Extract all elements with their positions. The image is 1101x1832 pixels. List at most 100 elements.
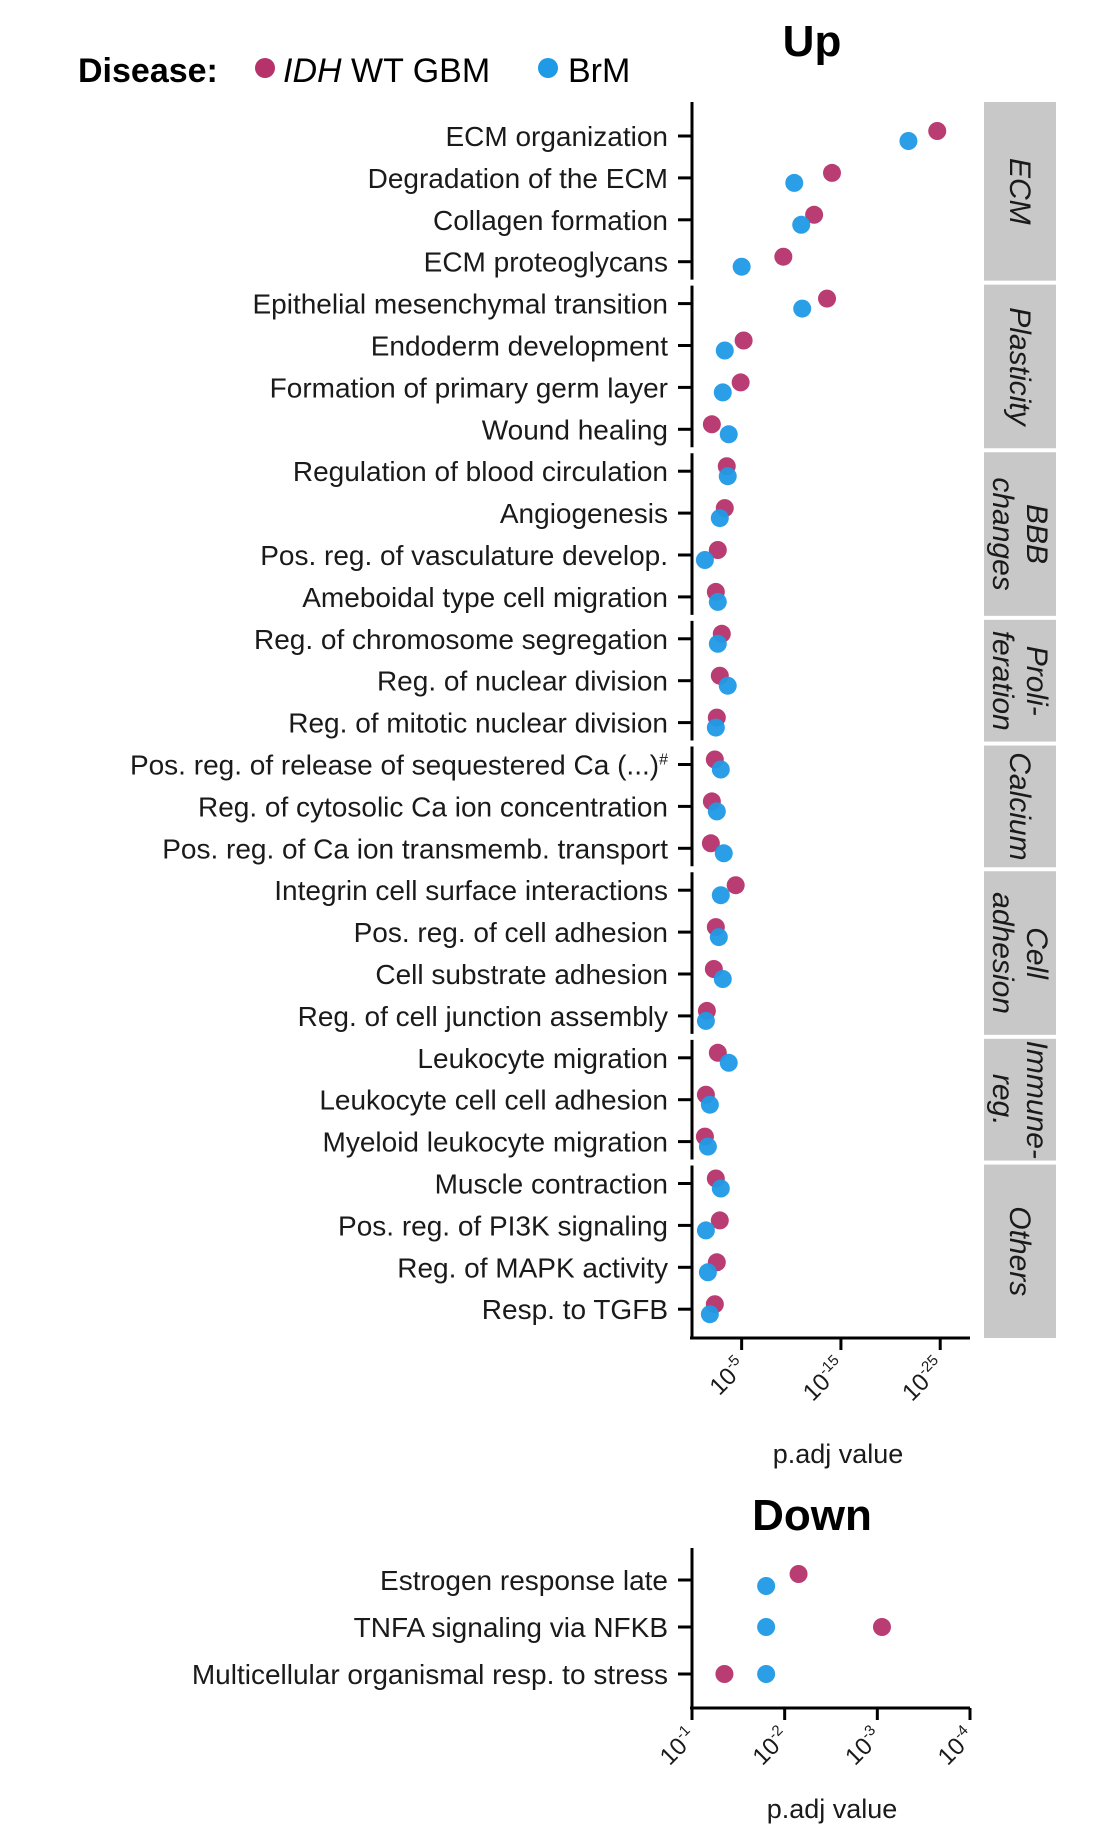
up-point-brm	[696, 1011, 715, 1030]
up-x-tick-label: 10-25	[896, 1352, 951, 1407]
facet-label-plasticity: Plasticity	[1003, 307, 1036, 427]
up-point-brm	[698, 1137, 717, 1156]
legend: Disease: IDH WT GBM BrM	[78, 52, 630, 90]
facet-strip-proli-feration	[984, 619, 1056, 742]
up-point-brm	[710, 509, 729, 528]
up-point-idh-wt-gbm	[818, 289, 837, 308]
up-point-brm	[792, 215, 811, 234]
up-point-brm	[899, 132, 918, 150]
up-category-label: Regulation of blood circulation	[293, 456, 668, 487]
up-point-brm	[700, 1305, 719, 1324]
panel-down-title: Down	[752, 1491, 872, 1540]
legend-label-idh-italic: IDH	[283, 52, 342, 90]
legend-dot-brm	[538, 58, 558, 78]
up-category-label: Muscle contraction	[435, 1169, 668, 1200]
up-point-brm	[698, 1263, 717, 1282]
up-facets: ECM Plasticity BBBchanges Proli-feration Cal…	[984, 102, 1056, 1338]
up-point-idh-wt-gbm	[928, 122, 947, 140]
facet-strip-plasticity	[984, 284, 1056, 449]
up-category-label: Ameboidal type cell migration	[302, 582, 668, 613]
down-axes: 10-1 10-2 10-3 10-4	[653, 1548, 980, 1771]
up-point-idh-wt-gbm	[708, 541, 727, 559]
up-point-idh-wt-gbm	[731, 373, 750, 392]
up-x-tick-label: 10-5	[703, 1352, 752, 1401]
facet-label-line: Cell	[1020, 927, 1053, 980]
panel-down: Down Estrogen response late TNFA signalin…	[192, 1491, 980, 1824]
up-point-brm	[709, 928, 728, 947]
up-point-brm	[711, 886, 730, 905]
up-x-tick-label: 10-15	[796, 1352, 851, 1407]
facet-strip-calcium	[984, 745, 1056, 868]
up-category-label: Pos. reg. of vasculature develop.	[260, 540, 668, 571]
down-labels: Estrogen response late TNFA signaling via…	[192, 1565, 668, 1690]
up-point-brm	[706, 718, 725, 737]
legend-label-idh-wt-gbm: IDH WT GBM	[283, 52, 490, 90]
legend-dot-idh-wt-gbm	[255, 58, 275, 78]
down-point-brm	[757, 1577, 776, 1595]
up-point-brm	[707, 802, 726, 821]
facet-label-line: changes	[986, 477, 1019, 590]
down-point-brm	[757, 1618, 776, 1636]
down-point-idh-wt-gbm	[789, 1565, 808, 1583]
up-point-idh-wt-gbm	[774, 247, 793, 266]
facet-label-bbb-changes: BBBchanges	[986, 477, 1053, 590]
facet-label-line: Immune-	[1020, 1041, 1053, 1159]
down-x-tick-label: 10-3	[839, 1722, 888, 1771]
up-category-label: Myeloid leukocyte migration	[323, 1127, 669, 1158]
up-category-label: Pos. reg. of Ca ion transmemb. transport	[162, 833, 668, 864]
facet-strip-immune-reg	[984, 1038, 1056, 1161]
facet-label-cell-adhesion: Celladhesion	[986, 892, 1053, 1014]
up-category-label: Pos. reg. of PI3K signaling	[338, 1210, 668, 1241]
facet-label-calcium: Calcium	[1003, 752, 1036, 860]
facet-label-immune-reg: Immune-reg.	[986, 1041, 1053, 1159]
up-point-brm	[719, 425, 738, 444]
up-category-label: Leukocyte cell cell adhesion	[319, 1085, 668, 1116]
up-point-idh-wt-gbm	[702, 415, 721, 434]
facet-label-line: reg.	[986, 1074, 1019, 1126]
legend-title: Disease:	[78, 52, 218, 90]
up-point-idh-wt-gbm	[726, 876, 745, 895]
down-category-label: Estrogen response late	[380, 1565, 668, 1596]
panel-down-xlabel: p.adj value	[767, 1794, 898, 1824]
legend-label-brm-text: BrM	[568, 52, 630, 90]
up-point-brm	[714, 844, 733, 863]
up-category-label-main: Pos. reg. of release of sequestered Ca (…	[130, 750, 659, 781]
up-point-brm	[708, 634, 727, 653]
up-category-label: Resp. to TGFB	[482, 1294, 668, 1325]
down-x-tick-label: 10-2	[746, 1722, 795, 1771]
down-category-label: Multicellular organismal resp. to stress	[192, 1659, 668, 1690]
facet-strip-cell-adhesion	[984, 871, 1056, 1035]
up-point-idh-wt-gbm	[822, 163, 841, 182]
up-category-label: ECM proteoglycans	[424, 247, 668, 278]
facet-label-proli-feration: Proli-feration	[986, 631, 1053, 731]
up-category-label: Reg. of MAPK activity	[397, 1252, 668, 1283]
up-point-brm	[713, 970, 732, 988]
up-point-brm	[732, 257, 751, 276]
facet-label-line: ECM	[1003, 158, 1036, 225]
up-point-brm	[715, 341, 734, 360]
up-point-brm	[711, 760, 730, 779]
panel-up-title: Up	[783, 17, 842, 66]
down-point-brm	[757, 1665, 776, 1683]
down-x-tick-label: 10-4	[931, 1722, 980, 1771]
down-x-tick-label: 10-1	[653, 1722, 702, 1771]
up-points	[695, 122, 947, 1324]
up-point-brm	[708, 592, 727, 611]
up-point-idh-wt-gbm	[734, 331, 753, 350]
legend-label-brm: BrM	[568, 52, 630, 90]
up-point-brm	[719, 1053, 738, 1072]
facet-label-line: Proli-	[1020, 646, 1053, 716]
up-category-label: Leukocyte migration	[417, 1043, 668, 1074]
facet-strip-bbb-changes	[984, 452, 1056, 616]
up-point-idh-wt-gbm	[701, 834, 720, 853]
facet-label-others: Others	[1003, 1206, 1036, 1296]
up-category-label: Pos. reg. of release of sequestered Ca (…	[130, 750, 668, 781]
panel-up-xlabel: p.adj value	[773, 1439, 904, 1469]
up-category-label: Reg. of nuclear division	[377, 666, 668, 697]
panel-up: Up ECM Plasticity BBBchanges Proli-feration…	[130, 17, 1056, 1469]
up-point-brm	[713, 383, 732, 402]
down-point-idh-wt-gbm	[715, 1665, 734, 1683]
up-category-label: Formation of primary germ layer	[270, 372, 668, 403]
up-point-idh-wt-gbm	[805, 205, 824, 224]
